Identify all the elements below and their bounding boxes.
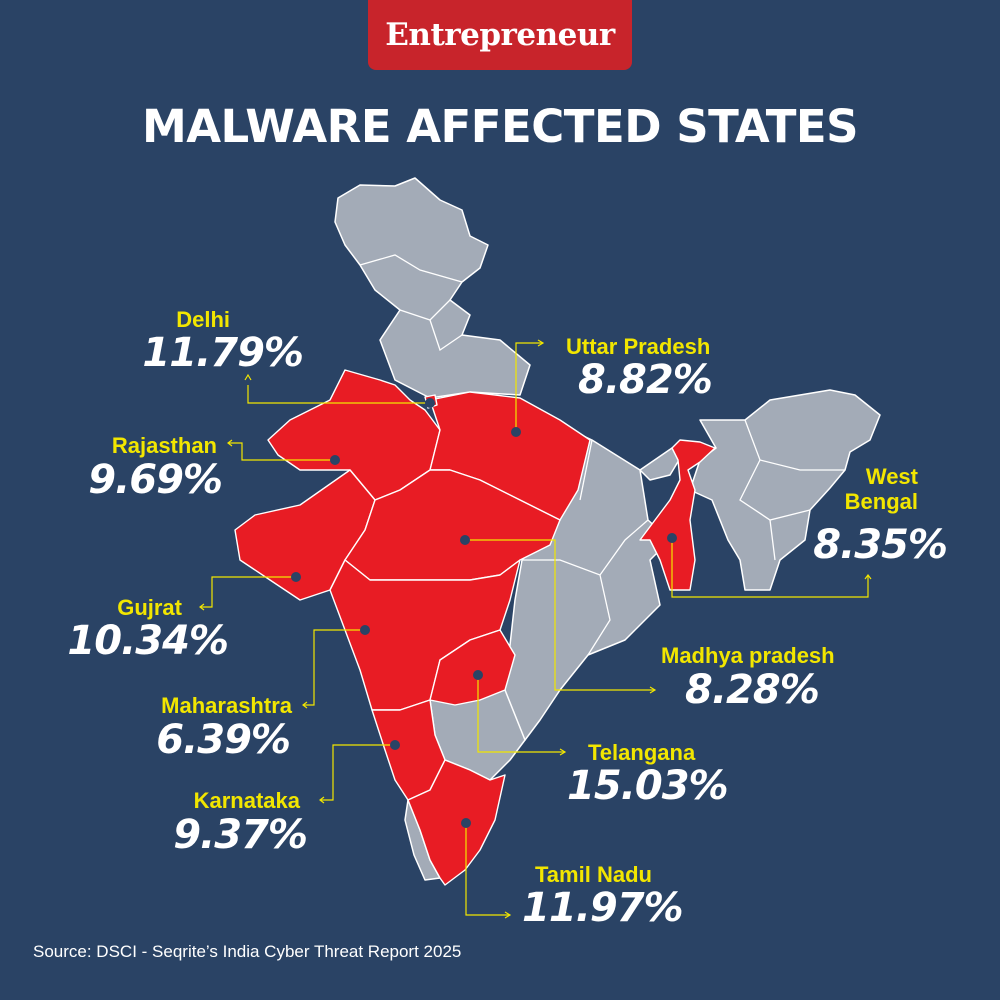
leader-lines	[199, 339, 872, 919]
state-name-tamil-nadu: Tamil Nadu	[535, 862, 652, 887]
sikkim-region	[639, 447, 683, 481]
state-name-telangana: Telangana	[588, 740, 696, 765]
madhya-pradesh-dot	[460, 535, 470, 545]
state-name-delhi: Delhi	[176, 307, 230, 332]
west-bengal-name-line: West	[865, 464, 918, 489]
state-value-west-bengal: 8.35%	[813, 522, 948, 568]
state-value-gujrat: 10.34%	[67, 618, 229, 664]
page-title: MALWARE AFFECTED STATES	[141, 100, 859, 153]
tamil-nadu-shape	[407, 759, 506, 886]
state-value-maharashtra: 6.39%	[156, 717, 291, 763]
state-name-madhya-pradesh: Madhya pradesh	[661, 643, 835, 668]
maharashtra-dot	[360, 625, 370, 635]
source-note: Source: DSCI - Seqrite’s India Cyber Thr…	[33, 942, 462, 961]
brand-badge: Entrepreneur	[368, 0, 632, 70]
gujarat-dot	[291, 572, 301, 582]
west-bengal-shape	[639, 439, 716, 591]
brand-logo: Entrepreneur	[385, 17, 615, 53]
state-value-madhya-pradesh: 8.28%	[685, 667, 820, 713]
state-value-karnataka: 9.37%	[173, 812, 308, 858]
state-name-uttar-pradesh: Uttar Pradesh	[566, 334, 711, 359]
telangana-shape	[429, 629, 516, 706]
base-map	[334, 177, 881, 881]
tamil-nadu-dot	[461, 818, 471, 828]
west-bengal-name-line: Bengal	[844, 489, 918, 515]
state-name-karnataka: Karnataka	[193, 788, 300, 813]
state-name-rajasthan: Rajasthan	[111, 433, 217, 458]
west-bengal-dot	[667, 533, 677, 543]
delhi-dot	[425, 398, 435, 408]
rajasthan-dot	[330, 455, 340, 465]
karnataka-dot	[390, 740, 400, 750]
uttar-pradesh-dot	[511, 427, 521, 437]
state-value-delhi: 11.79%	[142, 330, 304, 376]
state-dots	[291, 398, 677, 828]
grey-borders	[359, 254, 845, 656]
state-value-uttar-pradesh: 8.82%	[578, 357, 713, 403]
state-value-rajasthan: 9.69%	[88, 457, 223, 503]
state-name-gujrat: Gujrat	[117, 595, 182, 620]
telangana-dot	[473, 670, 483, 680]
state-name-west-bengal-line1: West Bengal	[845, 464, 918, 515]
north-region	[334, 177, 531, 399]
state-value-telangana: 15.03%	[567, 763, 729, 809]
state-name-maharashtra: Maharashtra	[161, 693, 292, 718]
state-value-tamil-nadu: 11.97%	[522, 885, 684, 931]
